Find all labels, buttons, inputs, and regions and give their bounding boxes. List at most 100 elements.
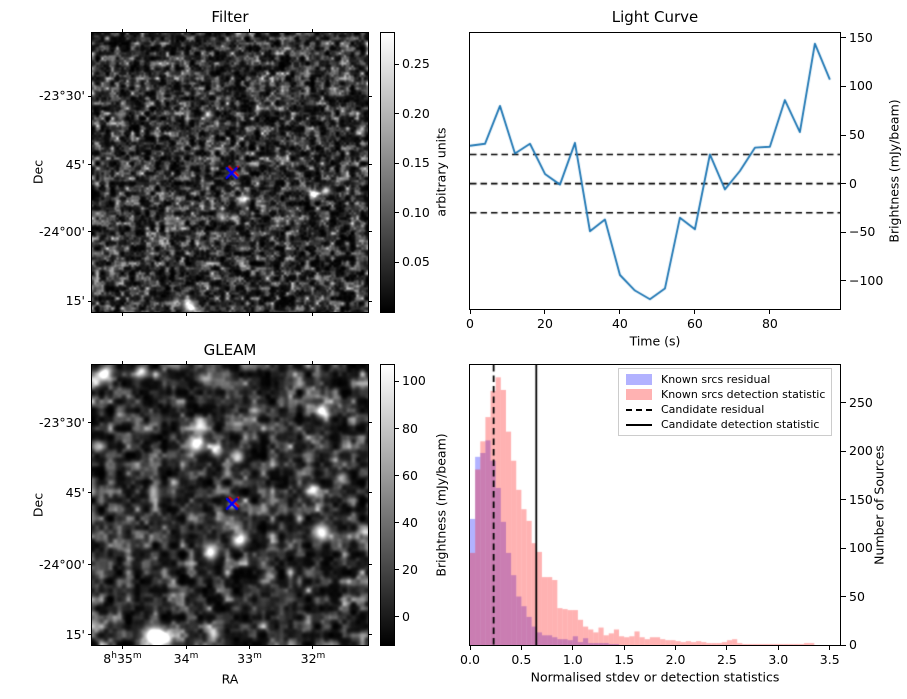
dec-tick-label: 45' [65, 485, 85, 501]
dec-tick-label: -24°00' [38, 557, 85, 573]
solid-line-icon [626, 423, 652, 426]
time-tick-label: 40 [611, 316, 628, 331]
dec-tick-label: 45' [65, 157, 85, 173]
stdev-tick-label: 0.0 [460, 652, 480, 667]
tick-mark [395, 616, 399, 618]
tick-mark [841, 183, 846, 185]
tick-mark [572, 645, 574, 650]
dashed-line-icon [626, 408, 652, 411]
stdev-tick-label: 1.5 [614, 652, 635, 667]
dec-tick-label: -24°00' [38, 224, 85, 240]
tick-mark [694, 309, 696, 314]
legend-entry-candidate-residual: Candidate residual [626, 403, 824, 416]
tick-mark [88, 634, 92, 636]
gleam-image [92, 365, 368, 645]
tick-mark [841, 499, 846, 501]
tick-mark [312, 361, 314, 365]
brightness-tick-label: 150 [849, 29, 873, 45]
tick-mark [675, 645, 677, 650]
tick-mark [312, 645, 314, 649]
tick-mark [88, 564, 92, 566]
tick-mark [185, 645, 187, 649]
stdev-tick-label: 2.0 [665, 652, 686, 667]
tick-mark [469, 645, 471, 650]
filter-image [92, 33, 368, 312]
colorbar-tick-label: 40 [402, 514, 418, 530]
time-tick-label: 20 [537, 316, 553, 331]
tick-mark [395, 475, 399, 477]
tick-mark [121, 645, 123, 649]
tick-mark [88, 95, 92, 97]
tick-mark [395, 522, 399, 524]
legend-label: Known srcs residual [661, 373, 771, 386]
tick-mark [88, 300, 92, 302]
tick-mark [88, 422, 92, 424]
tick-mark [395, 113, 399, 115]
colorbar-tick-label: 0.05 [402, 254, 430, 270]
tick-mark [368, 300, 372, 302]
colorbar-tick-label: 100 [402, 373, 426, 389]
sources-tick-label: 150 [849, 491, 873, 507]
tick-mark [619, 309, 621, 314]
tick-mark [841, 280, 846, 282]
legend-entry-candidate-detection: Candidate detection statistic [626, 418, 824, 431]
filter-colorbar [380, 32, 395, 313]
tick-mark [185, 361, 187, 365]
tick-mark [368, 422, 372, 424]
dec-tick-label: 15' [65, 627, 85, 643]
filter-dec-axis-label: Dec [30, 159, 46, 185]
tick-mark [841, 596, 846, 597]
time-tick-label: 0 [466, 316, 474, 331]
tick-mark [121, 312, 123, 316]
tick-mark [395, 428, 399, 430]
tick-mark [249, 645, 250, 649]
stdev-tick-label: 0.5 [511, 652, 532, 667]
tick-mark [395, 212, 399, 214]
sources-tick-label: 200 [849, 443, 873, 459]
brightness-tick-label: −50 [849, 224, 876, 240]
brightness-axis-label: Brightness (mJy/beam) [886, 99, 902, 243]
histogram-legend: Known srcs residual Known srcs detection… [618, 368, 832, 436]
tick-mark [312, 312, 314, 316]
dec-tick-label: -23°30' [38, 415, 85, 431]
colorbar-tick-label: 0.15 [402, 155, 430, 171]
legend-entry-known-residual: Known srcs residual [626, 373, 824, 386]
tick-mark [395, 380, 399, 382]
colorbar-tick-label: 0.20 [402, 105, 430, 121]
tick-mark [469, 309, 471, 314]
tick-mark [395, 63, 399, 65]
ra-tick-label: 8h35m [103, 651, 142, 667]
light-curve-plot [470, 33, 840, 309]
tick-mark [777, 645, 779, 650]
gleam-ra-axis-label: RA [221, 671, 239, 687]
tick-mark [368, 564, 372, 566]
tick-mark [520, 645, 522, 650]
sources-tick-label: 50 [849, 588, 865, 604]
tick-mark [726, 645, 728, 650]
red-patch-icon [626, 389, 652, 400]
ra-tick-label: 32m [300, 651, 326, 667]
colorbar-tick-label: 0.25 [402, 56, 430, 72]
gleam-title: GLEAM [203, 341, 257, 359]
tick-mark [544, 309, 546, 314]
filter-title: Filter [211, 8, 249, 26]
legend-label: Known srcs detection statistic [661, 388, 826, 401]
stdev-axis-label: Normalised stdev or detection statistics [530, 669, 780, 685]
sources-tick-label: 100 [849, 540, 873, 556]
ra-tick-label: 33m [237, 651, 262, 667]
time-tick-label: 60 [686, 316, 703, 331]
sources-tick-label: 0 [849, 637, 857, 653]
tick-mark [841, 402, 846, 404]
tick-mark [121, 29, 123, 33]
tick-mark [841, 231, 846, 233]
tick-mark [395, 162, 399, 164]
tick-mark [249, 312, 250, 316]
tick-mark [88, 164, 92, 166]
tick-mark [368, 95, 372, 97]
colorbar-tick-label: 0.10 [402, 205, 430, 220]
tick-mark [395, 261, 399, 263]
brightness-tick-label: −100 [849, 272, 884, 288]
legend-entry-known-detection: Known srcs detection statistic [626, 388, 826, 401]
colorbar-tick-label: 60 [402, 467, 418, 483]
